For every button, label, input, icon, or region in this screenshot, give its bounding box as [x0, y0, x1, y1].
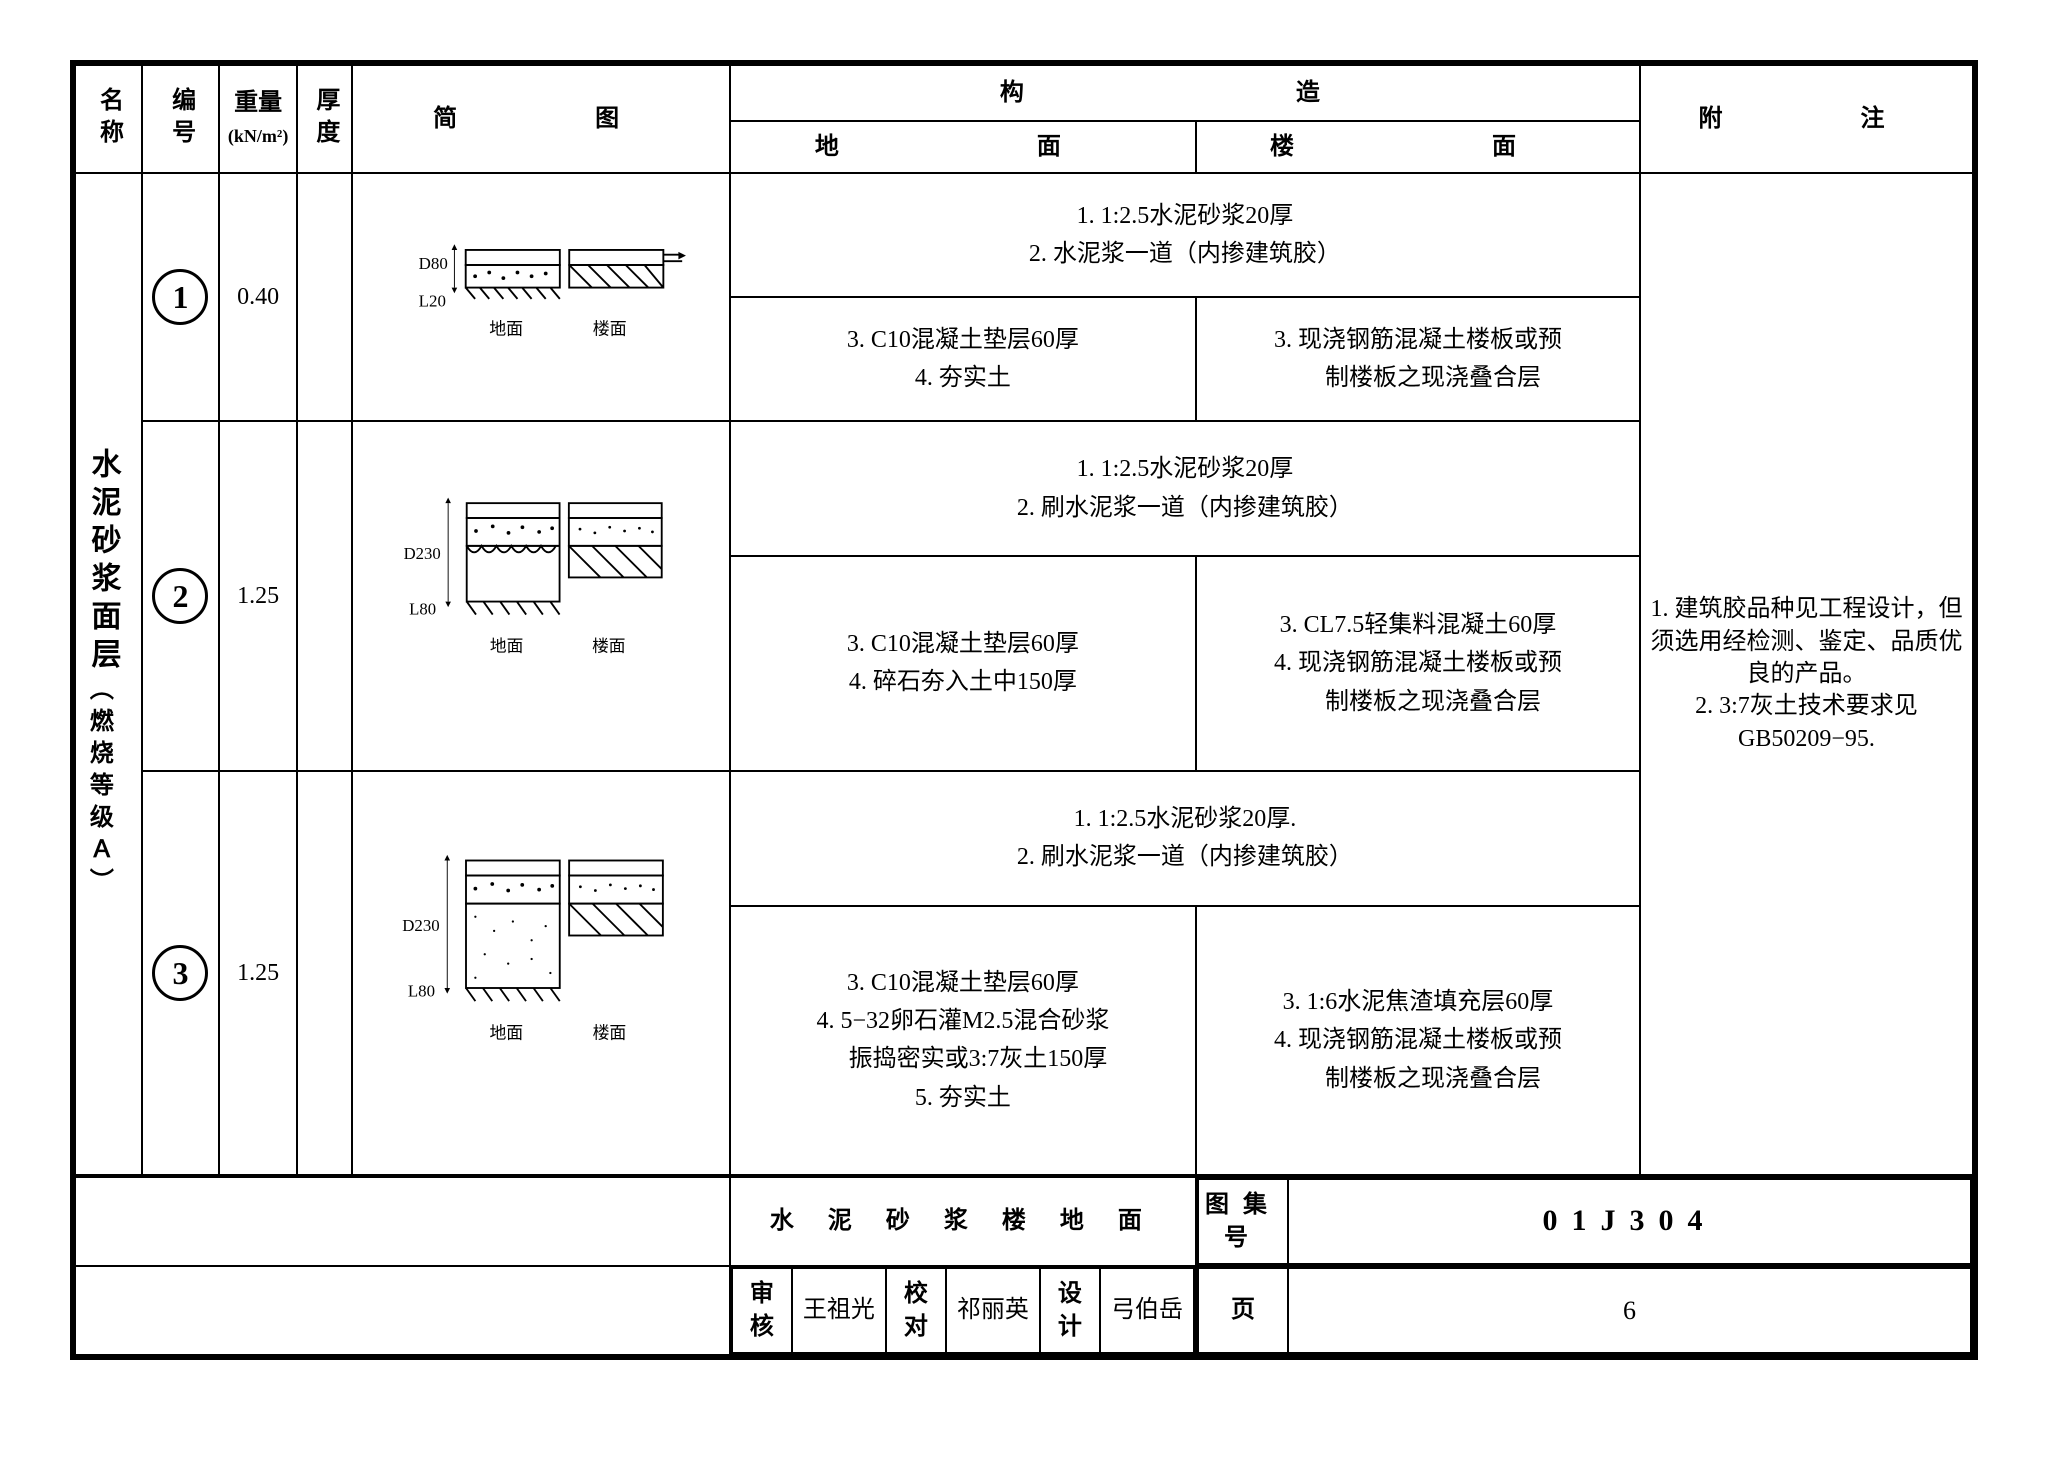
drawing-frame: 名称 编号 重量 (kN/m²) 厚度 简 图 构 造 附 注 地 面 楼 面 … — [70, 60, 1978, 1360]
code-circle-2: 2 — [152, 568, 208, 624]
r2t1: 2. 刷水泥浆一道（内掺建筑胶） — [737, 492, 1633, 524]
row1-top: 1. 1:2.5水泥砂浆20厚 2. 水泥浆一道（内掺建筑胶） — [730, 173, 1640, 297]
diagram-1: D80 L20 地面 楼面 — [352, 173, 729, 421]
diag3-floor: 楼面 — [593, 1023, 627, 1042]
diagram-svg-1: D80 L20 地面 楼面 — [381, 202, 701, 392]
r3f1: 4. 现浇钢筋混凝土楼板或预 — [1203, 1024, 1633, 1056]
row2-floor: 3. CL7.5轻集料混凝土60厚 4. 现浇钢筋混凝土楼板或预 制楼板之现浇叠… — [1196, 556, 1640, 770]
r2t0: 1. 1:2.5水泥砂浆20厚 — [737, 453, 1633, 485]
drawing-title: 水 泥 砂 浆 楼 地 面 — [730, 1176, 1196, 1266]
name-main: 水泥砂浆面层 — [82, 448, 123, 676]
r3f2: 制楼板之现浇叠合层 — [1203, 1063, 1633, 1095]
thick-2 — [297, 421, 352, 770]
row2-ground: 3. C10混凝土垫层60厚 4. 碎石夯入土中150厚 — [730, 556, 1196, 770]
r3f0: 3. 1:6水泥焦渣填充层60厚 — [1203, 986, 1633, 1018]
weight-1: 0.40 — [219, 173, 297, 421]
footer-blank — [75, 1176, 730, 1266]
r3t0: 1. 1:2.5水泥砂浆20厚. — [737, 803, 1633, 835]
diag2-ground: 地面 — [490, 637, 523, 656]
hdr-construction: 构 造 — [730, 65, 1640, 121]
r3g1: 4. 5−32卵石灌M2.5混合砂浆 — [737, 1005, 1189, 1037]
name-cell: 水泥砂浆面层 （燃烧等级Ａ） — [75, 173, 142, 1176]
code-3: 3 — [142, 771, 220, 1177]
row3-ground: 3. C10混凝土垫层60厚 4. 5−32卵石灌M2.5混合砂浆 振捣密实或3… — [730, 906, 1196, 1176]
diag3-ground: 地面 — [490, 1023, 524, 1042]
d230-label-3: D230 — [402, 916, 439, 935]
r2f1: 4. 现浇钢筋混凝土楼板或预 — [1203, 647, 1633, 679]
notes-cell: 1. 建筑胶品种见工程设计，但须选用经检测、鉴定、品质优良的产品。 2. 3:7… — [1640, 173, 1973, 1176]
footer-blank2 — [75, 1266, 730, 1355]
r3g0: 3. C10混凝土垫层60厚 — [737, 967, 1189, 999]
note-2: 2. 3:7灰土技术要求见GB50209−95. — [1647, 690, 1966, 755]
diagram-2: D230 L80 地面 楼面 — [352, 421, 729, 770]
note-1: 1. 建筑胶品种见工程设计，但须选用经检测、鉴定、品质优良的产品。 — [1647, 593, 1966, 690]
r3g2: 振捣密实或3:7灰土150厚 — [737, 1043, 1189, 1075]
l80-label-3: L80 — [408, 981, 435, 1000]
set-no: 01J304 — [1288, 1179, 1971, 1264]
code-circle-1: 1 — [152, 269, 208, 325]
review-label: 审核 — [732, 1268, 792, 1353]
r3g3: 5. 夯实土 — [737, 1082, 1189, 1114]
check-label: 校对 — [886, 1268, 946, 1353]
page-no: 6 — [1288, 1268, 1971, 1353]
weight-3: 1.25 — [219, 771, 297, 1177]
design-label: 设计 — [1040, 1268, 1100, 1353]
thick-3 — [297, 771, 352, 1177]
set-label: 图集号 — [1198, 1179, 1288, 1264]
diagram-3: D230 L80 地面 楼面 — [352, 771, 729, 1177]
r2g1: 4. 碎石夯入土中150厚 — [737, 666, 1189, 698]
l80-label-2: L80 — [409, 599, 436, 618]
r1t0: 1. 1:2.5水泥砂浆20厚 — [737, 200, 1633, 232]
row1-floor: 3. 现浇钢筋混凝土楼板或预 制楼板之现浇叠合层 — [1196, 297, 1640, 421]
hdr-name: 名称 — [75, 65, 142, 173]
hdr-notes: 附 注 — [1640, 65, 1973, 173]
hdr-weight: 重量 (kN/m²) — [219, 65, 297, 173]
r1g0: 3. C10混凝土垫层60厚 — [737, 324, 1189, 356]
page-block: 页 6 — [1196, 1266, 1973, 1355]
signatures: 审核 王祖光 校对 祁丽英 设计 弓伯岳 — [730, 1266, 1196, 1355]
weight-2: 1.25 — [219, 421, 297, 770]
thick-1 — [297, 173, 352, 421]
row1-ground: 3. C10混凝土垫层60厚 4. 夯实土 — [730, 297, 1196, 421]
hdr-code: 编号 — [142, 65, 220, 173]
diagram-svg-2: D230 L80 地面 楼面 — [381, 466, 701, 726]
r2g0: 3. C10混凝土垫层60厚 — [737, 628, 1189, 660]
hdr-ground: 地 面 — [730, 121, 1196, 173]
page-label: 页 — [1198, 1268, 1288, 1353]
row3-floor: 3. 1:6水泥焦渣填充层60厚 4. 现浇钢筋混凝土楼板或预 制楼板之现浇叠合… — [1196, 906, 1640, 1176]
name-sub: （燃烧等级Ａ） — [82, 676, 114, 900]
r1f1: 制楼板之现浇叠合层 — [1203, 362, 1633, 394]
r2f2: 制楼板之现浇叠合层 — [1203, 686, 1633, 718]
r1t1: 2. 水泥浆一道（内掺建筑胶） — [737, 238, 1633, 270]
hdr-weight-text: 重量 — [234, 90, 282, 116]
hdr-weight-unit: (kN/m²) — [228, 126, 288, 146]
diagram-svg-3: D230 L80 地面 楼面 — [381, 823, 701, 1123]
d80-label: D80 — [419, 254, 448, 273]
review-name: 王祖光 — [792, 1268, 886, 1353]
r1g1: 4. 夯实土 — [737, 362, 1189, 394]
row3-top: 1. 1:2.5水泥砂浆20厚. 2. 刷水泥浆一道（内掺建筑胶） — [730, 771, 1640, 906]
code-circle-3: 3 — [152, 945, 208, 1001]
main-table: 名称 编号 重量 (kN/m²) 厚度 简 图 构 造 附 注 地 面 楼 面 … — [74, 64, 1974, 1356]
hdr-thick: 厚度 — [297, 65, 352, 173]
diag2-floor: 楼面 — [592, 637, 625, 656]
code-1: 1 — [142, 173, 220, 421]
footer-right: 图集号 01J304 — [1196, 1176, 1973, 1266]
hdr-floor: 楼 面 — [1196, 121, 1640, 173]
check-name: 祁丽英 — [946, 1268, 1040, 1353]
r2f0: 3. CL7.5轻集料混凝土60厚 — [1203, 609, 1633, 641]
code-2: 2 — [142, 421, 220, 770]
d230-label-2: D230 — [404, 544, 441, 563]
hdr-diagram: 简 图 — [352, 65, 729, 173]
row2-top: 1. 1:2.5水泥砂浆20厚 2. 刷水泥浆一道（内掺建筑胶） — [730, 421, 1640, 556]
design-name: 弓伯岳 — [1100, 1268, 1194, 1353]
diag1-floor: 楼面 — [593, 320, 627, 339]
diag1-ground: 地面 — [489, 320, 523, 339]
r3t1: 2. 刷水泥浆一道（内掺建筑胶） — [737, 841, 1633, 873]
r1f0: 3. 现浇钢筋混凝土楼板或预 — [1203, 324, 1633, 356]
l20-label: L20 — [419, 292, 446, 311]
